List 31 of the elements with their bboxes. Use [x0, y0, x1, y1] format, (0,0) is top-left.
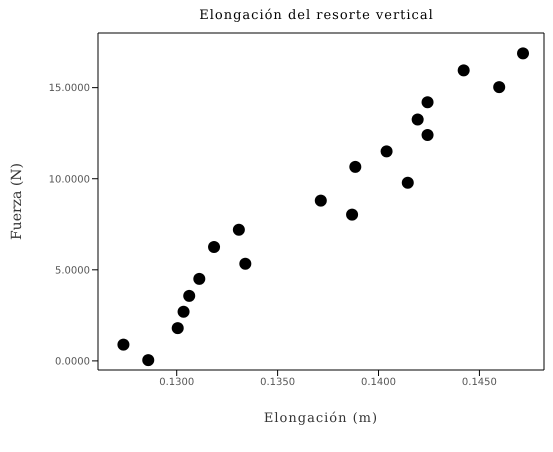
- x-tick-label: 0.1300: [159, 377, 194, 388]
- y-tick-label: 5.0000: [55, 265, 90, 276]
- point: [458, 64, 470, 76]
- point: [314, 194, 327, 207]
- y-tick-label: 0.0000: [55, 356, 90, 368]
- point: [402, 176, 414, 189]
- point: [422, 96, 434, 108]
- point: [178, 306, 190, 318]
- point: [208, 241, 220, 254]
- x-tick-label: 0.1450: [462, 377, 497, 388]
- point: [349, 160, 362, 173]
- x-tick-label: 0.1350: [260, 377, 296, 388]
- x-tick-label: 0.1400: [361, 377, 396, 388]
- x-axis-title: Elongación (m): [264, 411, 378, 426]
- point: [412, 114, 424, 126]
- point: [517, 47, 530, 60]
- point: [172, 322, 184, 334]
- point: [142, 354, 154, 366]
- y-axis-title: Fuerza (N): [8, 162, 25, 240]
- point: [346, 208, 358, 221]
- point: [422, 129, 434, 142]
- y-tick-label: 15.0000: [48, 83, 90, 94]
- point: [183, 290, 196, 302]
- point: [117, 338, 130, 351]
- point: [193, 272, 206, 285]
- point: [493, 81, 506, 94]
- point: [380, 145, 393, 158]
- chart-title: Elongación del resorte vertical: [198, 8, 435, 25]
- y-tick-label: 10.0000: [48, 174, 90, 186]
- point: [232, 224, 245, 236]
- point: [239, 258, 252, 270]
